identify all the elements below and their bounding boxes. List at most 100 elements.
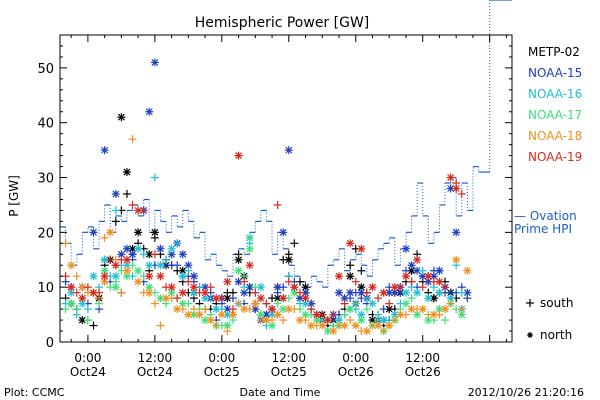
noaa-19-south-point (150, 250, 159, 259)
noaa-16-south-point (111, 206, 120, 215)
legend: METP-02 NOAA-15 NOAA-16 NOAA-17 NOAA-18 NOAA-… (514, 45, 582, 342)
noaa-15-north-point (156, 244, 165, 253)
noaa-19-north-point (89, 288, 98, 297)
noaa-17-south-point (245, 233, 254, 242)
x-tick-label-date: Oct24 (137, 365, 173, 379)
noaa-15-south-point (173, 261, 182, 270)
metp-02-south-point (290, 239, 299, 248)
noaa-17-south-point (351, 299, 360, 308)
x-tick-label-date: Oct25 (271, 365, 307, 379)
noaa-18-north-point (351, 321, 360, 330)
noaa-18-north-point (318, 321, 327, 330)
noaa-16-north-point (145, 261, 154, 270)
noaa-18-north-point (240, 305, 249, 314)
noaa-19-north-point (424, 272, 433, 281)
noaa-17-south-point (362, 305, 371, 314)
noaa-15-north-point (390, 288, 399, 297)
metp-02-south-point (122, 189, 131, 198)
x-tick-label-date: Oct24 (70, 365, 106, 379)
axes: 010203040500:00Oct2412:00Oct240:00Oct251… (37, 34, 513, 379)
noaa-19-south-point (106, 255, 115, 264)
noaa-17-south-point (128, 261, 137, 270)
noaa-19-north-point (279, 294, 288, 303)
noaa-15-north-point (128, 250, 137, 259)
noaa-16-north-point (435, 288, 444, 297)
noaa-16-south-point (184, 266, 193, 275)
metp-02-north-point (150, 228, 159, 237)
noaa-17-south-point (72, 305, 81, 314)
noaa-18-north-point (262, 316, 271, 325)
noaa-19-north-point (78, 294, 87, 303)
noaa-19-south-point (385, 299, 394, 308)
noaa-15-north-point (357, 288, 366, 297)
noaa-18-south-point (150, 299, 159, 308)
noaa-18-north-point (251, 299, 260, 308)
noaa-19-north-point (379, 288, 388, 297)
noaa-19-north-point (290, 283, 299, 292)
noaa-19-north-point (234, 151, 243, 160)
legend-noaa-16: NOAA-16 (528, 87, 582, 101)
noaa-18-north-point (295, 316, 304, 325)
noaa-18-north-point (307, 321, 316, 330)
metp-02-north-point (122, 168, 131, 177)
plot-timestamp: 2012/10/26 21:20:16 (468, 386, 584, 399)
noaa-15-north-point (178, 250, 187, 259)
metp-02-south-point (346, 261, 355, 270)
noaa-18-north-point (452, 255, 461, 264)
noaa-19-north-point (134, 206, 143, 215)
noaa-15-north-point (100, 146, 109, 155)
metp-02-south-point (357, 266, 366, 275)
noaa-15-north-point (446, 184, 455, 193)
noaa-18-south-point (201, 305, 210, 314)
noaa-18-north-point (396, 310, 405, 319)
legend-south-label: south (540, 296, 574, 310)
noaa-16-north-point (167, 244, 176, 253)
noaa-18-south-point (156, 321, 165, 330)
noaa-19-north-point (368, 283, 377, 292)
noaa-15-north-point (279, 228, 288, 237)
plot-credit: Plot: CCMC (4, 386, 65, 399)
chart-title: Hemispheric Power [GW] (195, 15, 370, 31)
x-tick-label-time: 12:00 (271, 351, 306, 365)
data-markers (61, 58, 472, 336)
noaa-15-north-point (335, 288, 344, 297)
noaa-15-north-point (111, 189, 120, 198)
noaa-18-south-point (128, 135, 137, 144)
noaa-17-north-point (312, 316, 321, 325)
noaa-17-south-point (340, 310, 349, 319)
noaa-18-south-point (212, 321, 221, 330)
noaa-19-north-point (301, 294, 310, 303)
noaa-16-north-point (368, 299, 377, 308)
noaa-18-south-point (446, 299, 455, 308)
noaa-17-south-point (441, 316, 450, 325)
noaa-18-south-point (457, 305, 466, 314)
noaa-19-north-point (212, 294, 221, 303)
noaa-17-north-point (67, 299, 76, 308)
noaa-17-south-point (407, 294, 416, 303)
metp-02-south-point (89, 321, 98, 330)
noaa-18-north-point (441, 305, 450, 314)
noaa-17-north-point (245, 244, 254, 253)
noaa-17-south-point (83, 316, 92, 325)
noaa-19-north-point (156, 272, 165, 281)
noaa-18-north-point (284, 305, 293, 314)
noaa-16-north-point (424, 294, 433, 303)
noaa-15-north-point (284, 146, 293, 155)
noaa-17-north-point (156, 294, 165, 303)
noaa-18-north-point (329, 327, 338, 336)
noaa-19-north-point (67, 283, 76, 292)
noaa-18-north-point (67, 261, 76, 270)
noaa-17-north-point (234, 266, 243, 275)
noaa-15-north-point (273, 283, 282, 292)
legend-ovation: — Ovation (514, 209, 577, 223)
noaa-19-north-point (413, 255, 422, 264)
metp-02-north-point (284, 255, 293, 264)
noaa-15-north-point (150, 58, 159, 67)
noaa-19-north-point (446, 173, 455, 182)
noaa-19-north-point (223, 277, 232, 286)
noaa-19-north-point (435, 277, 444, 286)
noaa-19-south-point (362, 288, 371, 297)
noaa-18-south-point (346, 316, 355, 325)
